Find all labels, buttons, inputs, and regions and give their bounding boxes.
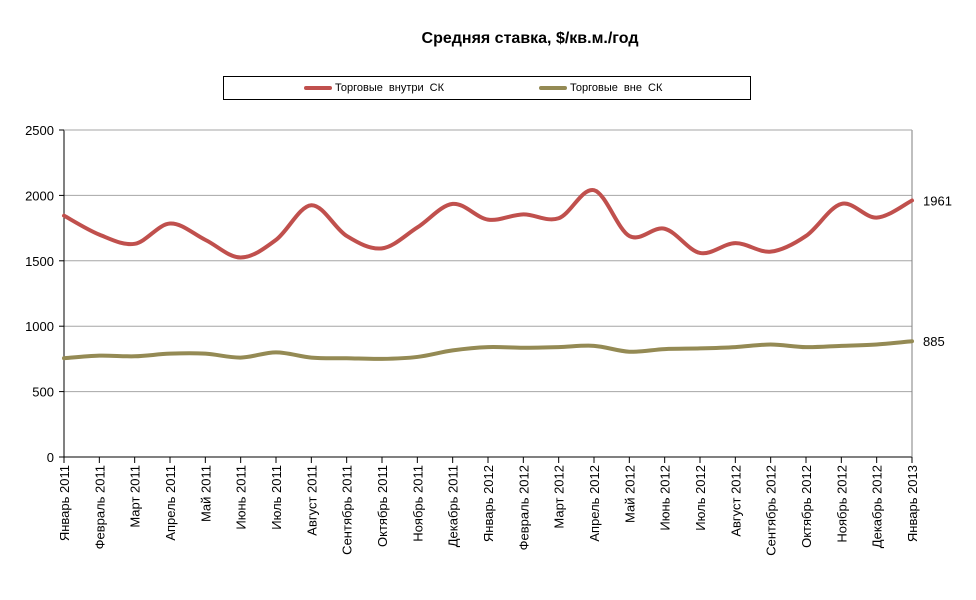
legend-item-outside: Торговые вне СК — [539, 77, 662, 99]
legend-item-inside: Торговые внутри СК — [304, 77, 444, 99]
legend-label-inside: Торговые внутри СК — [335, 82, 445, 94]
y-tick-label: 2000 — [25, 188, 54, 203]
legend-swatch-inside — [304, 86, 332, 90]
x-tick-label: Июнь 2012 — [658, 465, 673, 531]
x-tick-label: Апрель 2011 — [163, 465, 178, 541]
x-tick-label: Август 2012 — [728, 465, 743, 537]
chart-title: Средняя ставка, $/кв.м./год — [421, 30, 639, 47]
x-tick-label: Сентябрь 2012 — [764, 465, 779, 556]
series-end-label-1: 885 — [923, 334, 945, 349]
x-tick-label: Декабрь 2012 — [870, 465, 885, 548]
series-line-1 — [62, 339, 914, 361]
series-end-label-0: 1961 — [923, 194, 952, 209]
legend-swatch-outside — [539, 86, 567, 90]
x-tick-label: Октябрь 2012 — [799, 465, 814, 548]
legend: Торговые внутри СК Торговые вне СК — [223, 76, 751, 100]
series-line-0 — [62, 188, 914, 260]
x-tick-label: Февраль 2012 — [516, 465, 531, 550]
y-tick-label: 1000 — [25, 319, 54, 334]
x-tick-label: Апрель 2012 — [587, 465, 602, 542]
x-tick-label: Февраль 2011 — [92, 465, 107, 549]
x-tick-label: Сентябрь 2011 — [340, 465, 355, 555]
x-tick-label: Январь 2011 — [57, 465, 72, 541]
x-tick-label: Январь 2013 — [905, 465, 920, 542]
x-tick-label: Октябрь 2011 — [375, 465, 390, 547]
x-tick-label: Июль 2012 — [693, 465, 708, 531]
x-tick-label: Январь 2012 — [481, 465, 496, 542]
y-tick-label: 500 — [32, 385, 54, 400]
x-tick-label: Ноябрь 2012 — [834, 465, 849, 543]
x-tick-label: Июнь 2011 — [234, 465, 249, 530]
x-tick-label: Декабрь 2011 — [446, 465, 461, 547]
y-tick-label: 1500 — [25, 254, 54, 269]
x-tick-label: Март 2012 — [552, 465, 567, 529]
x-tick-label: Июль 2011 — [269, 465, 284, 530]
x-tick-label: Август 2011 — [304, 465, 319, 536]
y-tick-label: 0 — [47, 450, 54, 465]
x-tick-label: Май 2011 — [198, 465, 213, 522]
x-tick-label: Ноябрь 2011 — [410, 465, 425, 542]
x-tick-label: Май 2012 — [622, 465, 637, 523]
legend-label-outside: Торговые вне СК — [570, 82, 663, 94]
x-tick-label: Март 2011 — [128, 465, 143, 528]
y-tick-label: 2500 — [25, 123, 54, 138]
